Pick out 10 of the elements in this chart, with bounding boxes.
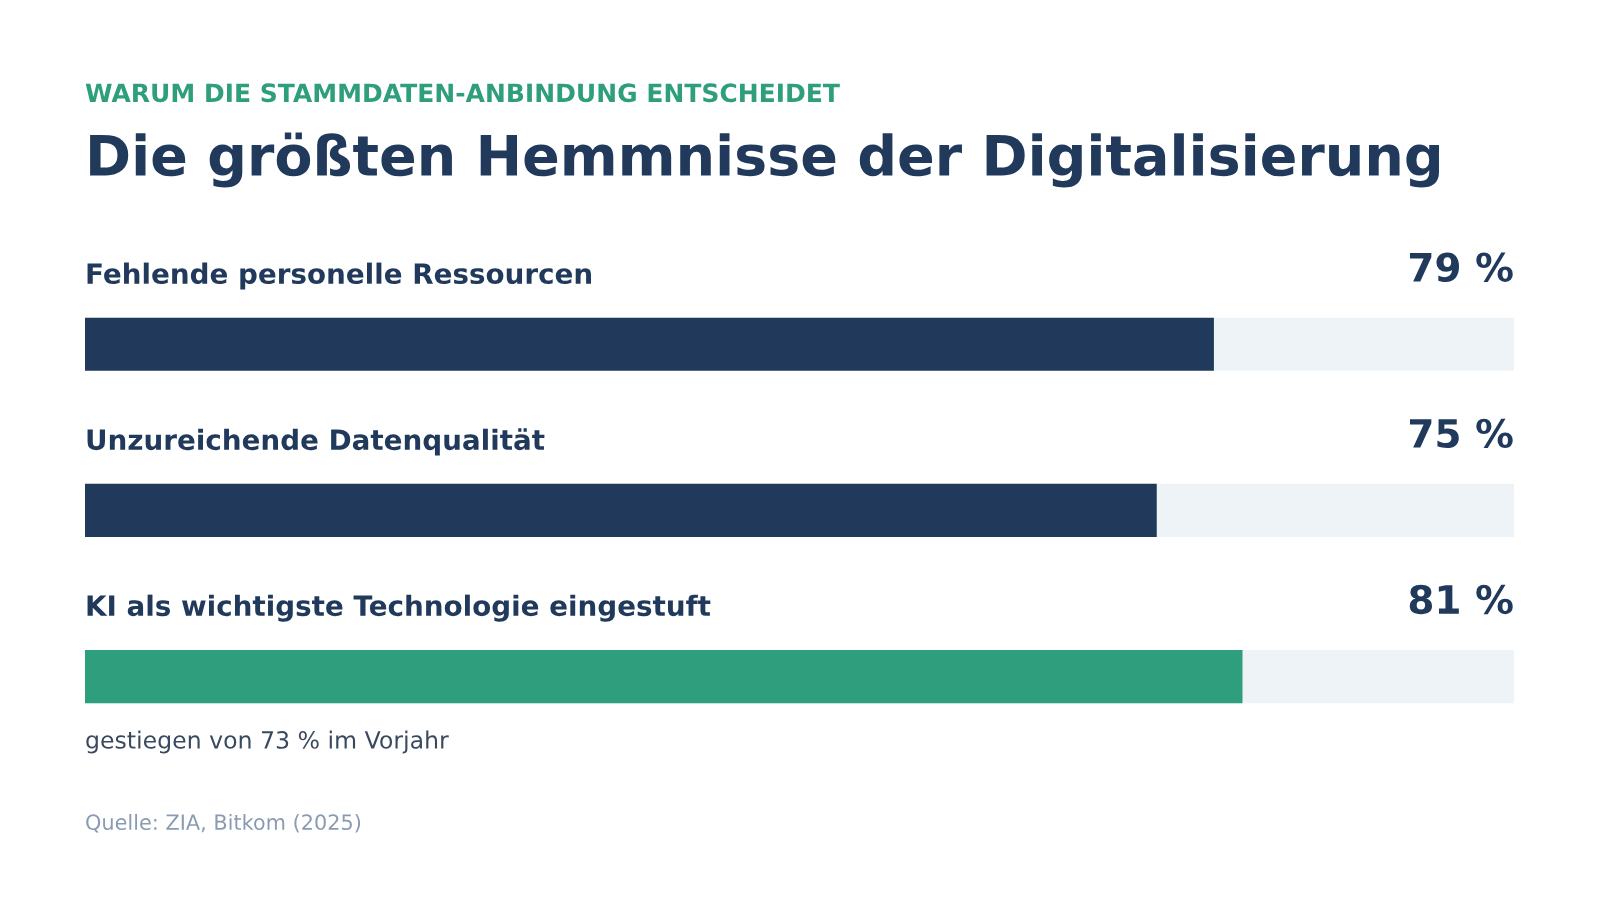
source-note: Quelle: ZIA, Bitkom (2025) — [86, 813, 361, 833]
data-label: 79 % — [1409, 252, 1513, 282]
y-tick-label: Fehlende personelle Ressourcen — [87, 262, 591, 290]
data-label: 81 % — [1409, 584, 1513, 615]
chart-subtitle: WARUM DIE STAMMDATEN-ANBINDUNG ENTSCHEIDET — [85, 83, 840, 103]
chart-title: Die größten Hemmnisse der Digitalisierung — [90, 132, 1439, 188]
text: gestiegen von 73 % im Vorjahr — [86, 730, 449, 754]
data-label: 75 % — [1409, 418, 1513, 449]
y-tick-label: Unzureichende Datenqualität — [87, 428, 545, 456]
y-tick-label: KI als wichtigste Technologie eingestuft — [87, 594, 711, 622]
